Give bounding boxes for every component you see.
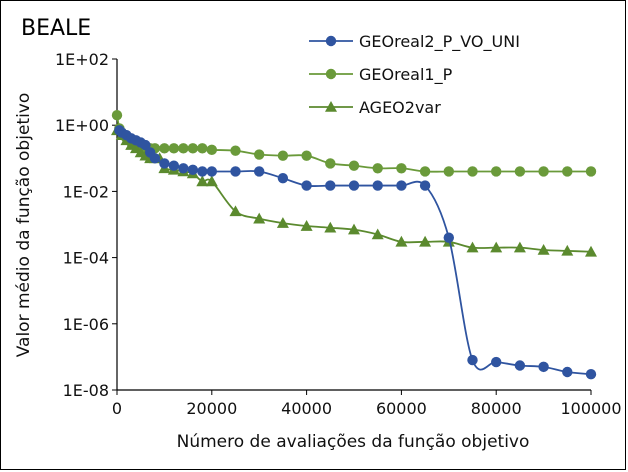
data-point (277, 173, 289, 184)
data-point (178, 143, 189, 154)
data-point (197, 143, 208, 154)
y-tick-label: 1E-02 (63, 182, 109, 201)
data-point (206, 144, 217, 156)
data-point (348, 160, 360, 171)
data-point (491, 356, 502, 368)
data-point (159, 158, 170, 169)
data-point (168, 143, 180, 154)
data-point (585, 166, 597, 177)
data-point (230, 166, 241, 177)
data-point (301, 180, 312, 191)
legend-marker (325, 101, 337, 112)
legend-entry: GEOreal2_P_VO_UNI (309, 32, 520, 52)
data-point (395, 235, 408, 247)
data-point (149, 153, 161, 164)
data-point (253, 212, 266, 224)
y-tick-label: 1E-04 (63, 249, 109, 268)
data-point (537, 243, 550, 255)
data-point (561, 244, 574, 256)
data-point (325, 158, 336, 169)
data-point (372, 163, 383, 174)
data-point (372, 180, 383, 191)
data-point (396, 180, 407, 191)
x-tick-label: 80000 (471, 399, 522, 418)
data-point (491, 166, 502, 177)
data-point (419, 180, 431, 191)
series-layer (111, 110, 597, 380)
data-point (538, 361, 549, 373)
data-point (276, 217, 289, 228)
data-point (205, 175, 218, 187)
data-point (300, 220, 313, 231)
data-point (254, 166, 265, 177)
x-tick-label: 20000 (186, 399, 237, 418)
y-tick-label: 1E+00 (55, 116, 109, 135)
data-point (538, 166, 549, 177)
legend-marker (325, 35, 337, 47)
data-point (230, 145, 241, 156)
data-point (187, 143, 199, 154)
data-point (514, 360, 526, 371)
legend-marker (325, 68, 337, 80)
data-point (254, 149, 265, 160)
axes: 1E-08 1E-06 1E-04 1E-02 1E+00 1E+02 0 20000 4000… (55, 50, 622, 418)
legend-label: AGEO2var (359, 98, 441, 117)
x-tick-label: 60000 (376, 399, 427, 418)
series-GEOreal2_P_VO_UNI (114, 125, 597, 380)
x-tick-label: 0 (112, 399, 122, 418)
data-point (324, 221, 337, 233)
legend-label: GEOreal1_P (359, 65, 453, 85)
data-point (514, 166, 526, 177)
legend-label: GEOreal2_P_VO_UNI (359, 32, 520, 52)
data-point (168, 160, 180, 171)
data-point (466, 241, 479, 253)
data-point (513, 241, 526, 253)
data-point (159, 143, 170, 154)
data-point (277, 150, 289, 161)
y-tick-label: 1E-06 (63, 315, 109, 334)
x-tick-label: 40000 (281, 399, 332, 418)
data-point (585, 369, 597, 380)
y-axis-title: Valor médio da função objetivo (14, 93, 34, 358)
data-point (467, 354, 478, 366)
y-tick-label: 1E+02 (55, 50, 109, 69)
x-axis-title: Número de avaliações da função objetivo (177, 432, 530, 452)
data-point (301, 150, 312, 161)
data-point (178, 163, 189, 174)
y-tick-label: 1E-08 (63, 381, 109, 400)
data-point (443, 232, 454, 243)
data-point (443, 166, 454, 177)
data-point (325, 180, 336, 191)
legend: GEOreal2_P_VO_UNI GEOreal1_P AGEO2var (309, 32, 520, 117)
data-point (419, 235, 432, 247)
x-tick-label: 100000 (560, 399, 621, 418)
data-point (562, 166, 573, 177)
data-point (490, 241, 503, 253)
data-point (419, 166, 431, 177)
data-point (196, 175, 209, 187)
data-point (206, 166, 217, 177)
legend-entry: AGEO2var (309, 98, 441, 117)
data-point (562, 366, 573, 378)
legend-entry: GEOreal1_P (309, 65, 453, 85)
data-point (467, 166, 478, 177)
data-point (371, 228, 384, 240)
data-point (585, 245, 597, 257)
data-point (348, 180, 360, 191)
data-point (111, 110, 123, 121)
data-point (348, 223, 360, 235)
data-point (187, 164, 199, 175)
data-point (140, 139, 151, 151)
data-point (396, 163, 407, 174)
chart-title: BEALE (21, 16, 91, 41)
data-point (197, 166, 208, 177)
data-point (229, 205, 242, 217)
